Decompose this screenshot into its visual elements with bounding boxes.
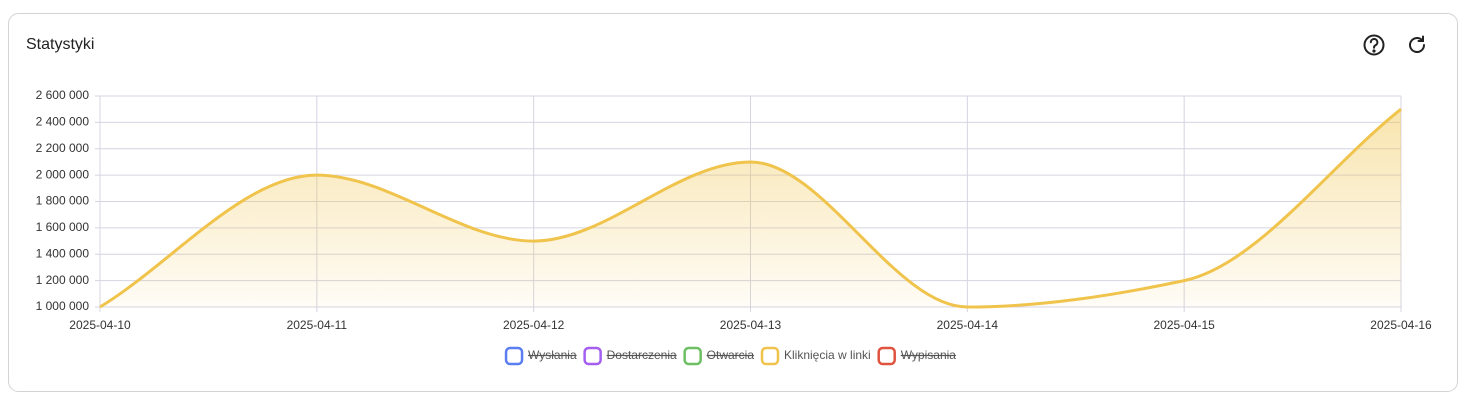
legend-label: Dostarczenia xyxy=(607,348,677,362)
legend-item[interactable]: Wysłania xyxy=(504,346,577,366)
x-tick-label: 2025-04-16 xyxy=(1370,318,1432,332)
legend-item[interactable]: Dostarczenia xyxy=(583,346,677,366)
x-tick-label: 2025-04-14 xyxy=(937,318,999,332)
y-tick-label: 2 400 000 xyxy=(36,115,90,129)
y-tick-label: 2 200 000 xyxy=(36,141,90,155)
legend: Wysłania Dostarczenia Otwarcia Kliknięcia w… xyxy=(504,346,957,366)
area xyxy=(100,109,1401,307)
legend-swatch xyxy=(504,346,524,366)
y-tick-label: 1 200 000 xyxy=(36,273,90,287)
legend-item[interactable]: Otwarcia xyxy=(683,346,755,366)
y-tick-label: 2 600 000 xyxy=(36,88,90,102)
x-tick-label: 2025-04-10 xyxy=(69,318,131,332)
y-tick-label: 1 000 000 xyxy=(36,299,90,313)
line xyxy=(99,108,1402,309)
x-tick-label: 2025-04-13 xyxy=(720,318,782,332)
y-tick-label: 1 600 000 xyxy=(36,220,90,234)
y-tick-label: 1 400 000 xyxy=(36,246,90,260)
legend-label: Kliknięcia w linki xyxy=(784,348,871,362)
x-tick-label: 2025-04-11 xyxy=(287,318,348,332)
help-button[interactable] xyxy=(1363,34,1385,56)
y-tick-label: 2 000 000 xyxy=(36,167,90,181)
x-tick-label: 2025-04-12 xyxy=(503,318,565,332)
legend-swatch xyxy=(760,346,780,366)
legend-item[interactable]: Kliknięcia w linki xyxy=(760,346,871,366)
x-tick-label: 2025-04-15 xyxy=(1153,318,1215,332)
y-tick-label: 1 800 000 xyxy=(36,194,90,208)
legend-swatch xyxy=(877,346,896,366)
card-title: Statystyki xyxy=(26,36,94,53)
legend-swatch xyxy=(683,346,702,366)
refresh-button[interactable] xyxy=(1409,35,1425,53)
legend-label: Wysłania xyxy=(528,348,577,362)
legend-label: Otwarcia xyxy=(707,348,755,362)
legend-item[interactable]: Wypisania xyxy=(877,346,957,366)
legend-swatch xyxy=(583,346,602,366)
legend-label: Wypisania xyxy=(901,348,957,362)
